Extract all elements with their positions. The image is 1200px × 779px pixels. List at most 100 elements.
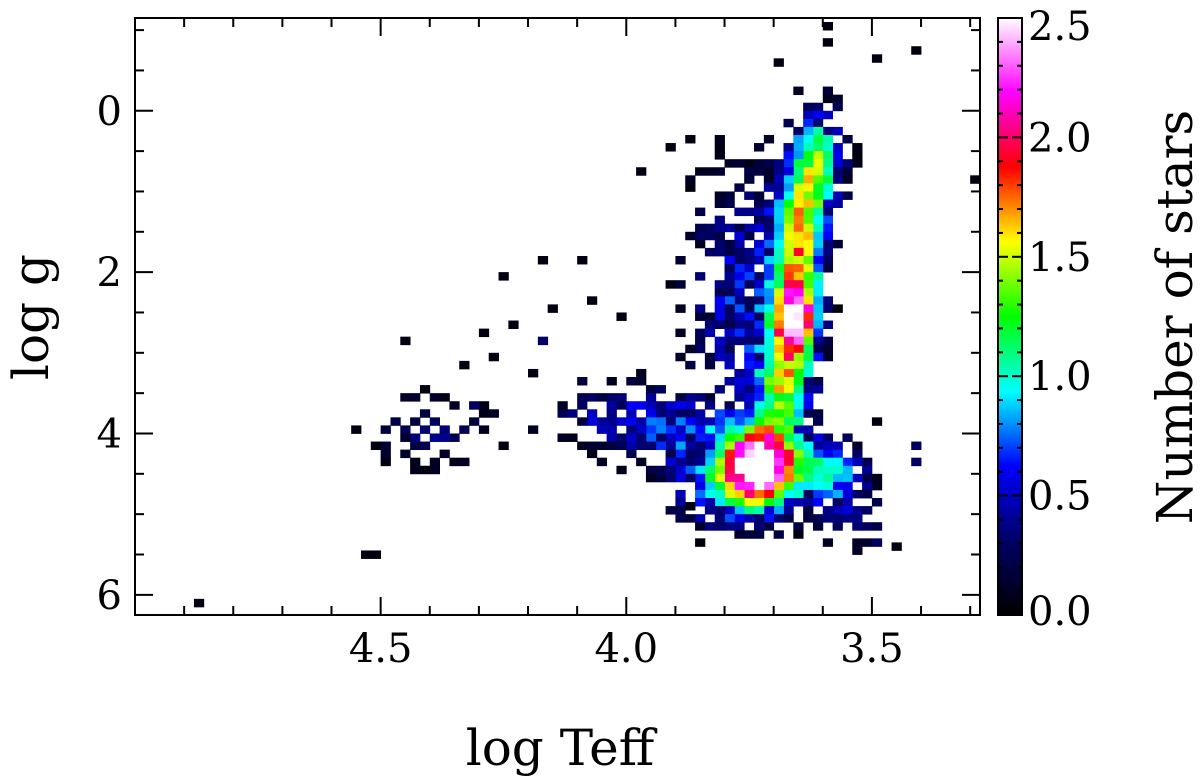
heatmap-cell bbox=[783, 441, 794, 451]
heatmap-cell bbox=[714, 441, 725, 451]
heatmap-cell bbox=[675, 506, 686, 515]
heatmap-cell bbox=[822, 514, 834, 523]
heatmap-cell bbox=[685, 231, 696, 241]
heatmap-cell bbox=[586, 417, 598, 426]
heatmap-cell bbox=[803, 441, 814, 451]
heatmap-cell bbox=[773, 385, 784, 394]
heatmap-cell bbox=[803, 409, 814, 418]
heatmap-cell bbox=[744, 368, 755, 378]
heatmap-cell bbox=[429, 433, 440, 442]
heatmap-cell bbox=[822, 215, 834, 225]
heatmap-cell bbox=[763, 134, 775, 144]
heatmap-cell bbox=[724, 312, 735, 321]
heatmap-cell bbox=[645, 425, 657, 434]
heatmap-cell bbox=[763, 272, 775, 281]
heatmap-cell bbox=[685, 425, 696, 434]
heatmap-cell bbox=[685, 433, 696, 442]
heatmap-cell bbox=[763, 449, 775, 459]
x-tick-labels: 4.5 4.0 3.5 bbox=[349, 626, 904, 672]
heatmap-cell bbox=[528, 425, 539, 434]
heatmap-cell bbox=[862, 465, 873, 475]
x-tick-label: 3.5 bbox=[840, 626, 904, 672]
heatmap-cell bbox=[744, 377, 755, 386]
heatmap-cell bbox=[793, 134, 804, 144]
heatmap-cell bbox=[704, 441, 716, 451]
heatmap-cell bbox=[645, 385, 657, 394]
heatmap-cell bbox=[429, 417, 440, 426]
heatmap-cell bbox=[704, 328, 716, 338]
heatmap-cell bbox=[803, 231, 814, 241]
heatmap-cell bbox=[783, 360, 794, 370]
heatmap-cell bbox=[400, 425, 411, 434]
heatmap-cell bbox=[665, 409, 676, 418]
heatmap-cell bbox=[803, 191, 814, 200]
colorbar-tick-label: 0.0 bbox=[1028, 589, 1092, 635]
heatmap-cell bbox=[724, 449, 735, 459]
heatmap-cell bbox=[793, 530, 804, 539]
heatmap-cell bbox=[773, 425, 784, 434]
heatmap-cell bbox=[803, 514, 814, 523]
heatmap-cell bbox=[803, 489, 814, 499]
heatmap-cell bbox=[793, 336, 804, 346]
heatmap-cell bbox=[803, 102, 814, 112]
heatmap-cell bbox=[704, 498, 716, 507]
heatmap-cell bbox=[783, 393, 794, 402]
heatmap-cell bbox=[783, 215, 794, 225]
heatmap-cell bbox=[803, 151, 814, 160]
heatmap-cell bbox=[754, 352, 765, 362]
heatmap-cell bbox=[803, 385, 814, 394]
heatmap-cell bbox=[734, 336, 745, 346]
heatmap-cell bbox=[675, 449, 686, 459]
heatmap-cell bbox=[793, 320, 804, 329]
heatmap-cell bbox=[763, 506, 775, 515]
heatmap-cell bbox=[685, 502, 696, 511]
heatmap-cell bbox=[812, 441, 824, 451]
heatmap-cell bbox=[734, 465, 745, 475]
heatmap-cell bbox=[793, 401, 804, 410]
heatmap-cell bbox=[783, 433, 794, 442]
heatmap-cell bbox=[596, 417, 608, 426]
heatmap-cell bbox=[754, 522, 765, 531]
heatmap-cell bbox=[577, 255, 588, 265]
heatmap-cell bbox=[773, 506, 784, 515]
heatmap-cell bbox=[754, 344, 765, 354]
heatmap-cell bbox=[871, 417, 883, 426]
heatmap-cell bbox=[744, 506, 755, 515]
heatmap-cell bbox=[812, 457, 824, 467]
heatmap-cell bbox=[763, 344, 775, 354]
heatmap-cell bbox=[793, 328, 804, 338]
heatmap-cell bbox=[812, 312, 824, 321]
heatmap-cell bbox=[783, 207, 794, 217]
heatmap-cell bbox=[773, 489, 784, 499]
heatmap-cell bbox=[695, 514, 706, 523]
heatmap-cell bbox=[783, 143, 794, 152]
heatmap-cell bbox=[822, 239, 834, 249]
heatmap-cell bbox=[704, 223, 716, 233]
heatmap-cell bbox=[763, 377, 775, 386]
heatmap-cell bbox=[803, 175, 814, 184]
heatmap-cell bbox=[832, 489, 843, 499]
heatmap-cell bbox=[704, 433, 716, 442]
heatmap-cell bbox=[852, 506, 863, 515]
heatmap-cell bbox=[822, 473, 834, 483]
heatmap-cell bbox=[832, 191, 843, 200]
heatmap-cell bbox=[812, 239, 824, 249]
heatmap-cell bbox=[773, 377, 784, 386]
heatmap-cell bbox=[754, 393, 765, 402]
heatmap-cell bbox=[459, 457, 470, 467]
heatmap-cell bbox=[763, 288, 775, 297]
heatmap-cell bbox=[754, 465, 765, 475]
heatmap-cell bbox=[773, 360, 784, 370]
heatmap-cell bbox=[655, 433, 666, 442]
heatmap-cell bbox=[783, 409, 794, 418]
heatmap-cell bbox=[636, 441, 647, 451]
heatmap-cell bbox=[724, 280, 735, 289]
heatmap-cell bbox=[783, 223, 794, 233]
heatmap-cell bbox=[704, 352, 716, 362]
heatmap-cell bbox=[783, 506, 794, 515]
heatmap-cell bbox=[734, 223, 745, 233]
heatmap-cell bbox=[734, 207, 745, 217]
heatmap-cell bbox=[822, 449, 834, 459]
heatmap-cell bbox=[695, 231, 706, 241]
heatmap-cell bbox=[783, 377, 794, 386]
